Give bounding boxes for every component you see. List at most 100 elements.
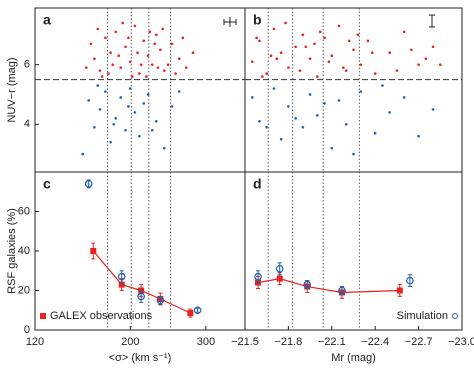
x-tick-label: −22.1 bbox=[318, 336, 346, 348]
point bbox=[170, 105, 174, 108]
point bbox=[323, 102, 326, 105]
point bbox=[138, 72, 141, 75]
panel-frame bbox=[244, 171, 463, 331]
point bbox=[155, 33, 158, 37]
point bbox=[258, 39, 261, 43]
point bbox=[177, 90, 181, 93]
x-tick-label: −21.5 bbox=[231, 336, 259, 348]
point bbox=[138, 134, 141, 138]
x-axis-label: <σ> (km s⁻¹) bbox=[109, 352, 172, 364]
point bbox=[417, 134, 420, 138]
point bbox=[98, 69, 102, 72]
point bbox=[146, 93, 150, 96]
point bbox=[162, 146, 166, 150]
point bbox=[155, 120, 158, 123]
point bbox=[139, 63, 143, 66]
marker bbox=[276, 275, 283, 282]
point bbox=[170, 42, 174, 46]
point bbox=[258, 120, 261, 123]
point bbox=[359, 90, 363, 93]
point bbox=[145, 75, 148, 78]
marker bbox=[193, 306, 202, 315]
point bbox=[111, 63, 114, 66]
x-axis-label: Mr (mag) bbox=[331, 352, 376, 364]
point bbox=[104, 36, 107, 40]
point bbox=[142, 102, 146, 105]
y-axis-label: NUV−r (mag) bbox=[6, 57, 18, 122]
point bbox=[261, 75, 264, 78]
point bbox=[373, 72, 377, 75]
point bbox=[431, 45, 435, 49]
marker bbox=[275, 264, 284, 273]
point bbox=[294, 117, 297, 120]
panel-letter: c bbox=[43, 176, 51, 192]
point bbox=[150, 63, 154, 66]
point bbox=[298, 69, 302, 72]
point bbox=[128, 60, 132, 63]
point bbox=[93, 125, 96, 129]
point bbox=[136, 51, 139, 55]
point bbox=[395, 69, 399, 72]
point bbox=[89, 42, 93, 46]
point bbox=[191, 51, 195, 55]
point bbox=[255, 36, 258, 40]
point bbox=[301, 33, 305, 37]
point bbox=[439, 63, 442, 66]
marker bbox=[90, 248, 97, 254]
point bbox=[128, 87, 132, 90]
point bbox=[114, 30, 118, 34]
x-tick-label: −23.0 bbox=[448, 336, 474, 348]
point bbox=[181, 36, 185, 40]
point bbox=[352, 152, 355, 156]
point bbox=[330, 146, 334, 150]
point bbox=[417, 63, 420, 66]
error-bar bbox=[256, 270, 261, 284]
point bbox=[327, 60, 331, 63]
point bbox=[344, 69, 348, 72]
legend-marker bbox=[40, 313, 46, 319]
point bbox=[388, 51, 391, 55]
error-symbol bbox=[223, 14, 435, 28]
point bbox=[318, 30, 322, 34]
marker bbox=[84, 180, 93, 188]
panel: d −21.5 −21.8 −22.1 −22.4 −22.7 −23.0 Mr (mag) S… bbox=[231, 171, 474, 364]
point bbox=[313, 42, 316, 46]
point bbox=[308, 93, 312, 96]
point bbox=[117, 54, 121, 58]
point bbox=[279, 137, 283, 141]
point bbox=[275, 57, 279, 60]
point bbox=[410, 48, 413, 52]
point bbox=[272, 27, 276, 31]
marker bbox=[117, 272, 126, 281]
point bbox=[109, 51, 112, 55]
point bbox=[402, 30, 406, 34]
point bbox=[352, 48, 355, 52]
error-bar bbox=[407, 274, 412, 288]
point bbox=[272, 87, 276, 90]
x-tick-label: 120 bbox=[26, 336, 44, 348]
point bbox=[153, 42, 157, 46]
point bbox=[148, 30, 152, 34]
point bbox=[287, 66, 290, 69]
point bbox=[124, 45, 127, 49]
point bbox=[347, 39, 351, 43]
error-bar bbox=[277, 262, 282, 276]
point bbox=[174, 72, 177, 75]
point bbox=[342, 66, 345, 69]
legend-marker bbox=[452, 313, 458, 319]
x-tick-label: 200 bbox=[121, 336, 139, 348]
point bbox=[284, 21, 287, 25]
point bbox=[98, 108, 102, 111]
point bbox=[114, 117, 118, 120]
point bbox=[119, 96, 123, 99]
point bbox=[166, 63, 170, 66]
point bbox=[124, 128, 127, 132]
marker bbox=[406, 276, 414, 285]
point bbox=[359, 63, 363, 66]
point bbox=[250, 60, 254, 63]
x-tick-label: 300 bbox=[197, 336, 215, 348]
x-tick-label: −22.4 bbox=[361, 336, 389, 348]
point bbox=[150, 128, 154, 132]
point bbox=[121, 21, 124, 25]
point bbox=[323, 36, 326, 40]
